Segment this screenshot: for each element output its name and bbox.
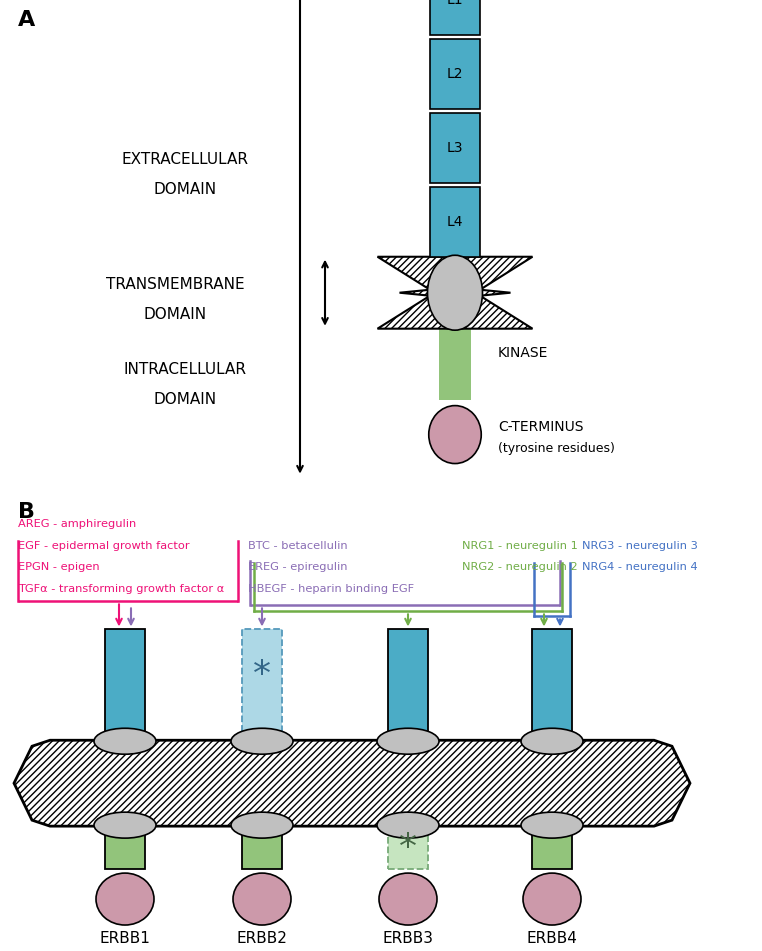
- Text: TGFα - transforming growth factor α: TGFα - transforming growth factor α: [18, 584, 224, 594]
- Ellipse shape: [379, 873, 437, 925]
- Text: NRG3 - neuregulin 3: NRG3 - neuregulin 3: [582, 541, 698, 552]
- Polygon shape: [377, 257, 533, 329]
- Text: L4: L4: [447, 215, 463, 229]
- Polygon shape: [14, 740, 690, 826]
- Text: EXTRACELLULAR: EXTRACELLULAR: [121, 152, 248, 167]
- Ellipse shape: [429, 406, 482, 463]
- Text: EGF - epidermal growth factor: EGF - epidermal growth factor: [18, 541, 190, 551]
- Bar: [430, 39, 480, 109]
- Ellipse shape: [377, 728, 439, 754]
- Text: L3: L3: [447, 141, 463, 155]
- Ellipse shape: [94, 812, 156, 838]
- Ellipse shape: [96, 873, 154, 925]
- Ellipse shape: [521, 812, 583, 838]
- Bar: [532, 826, 572, 869]
- Text: DOMAIN: DOMAIN: [153, 392, 216, 407]
- Ellipse shape: [94, 728, 156, 754]
- Ellipse shape: [233, 873, 291, 925]
- Text: TRANSMEMBRANE: TRANSMEMBRANE: [106, 278, 245, 292]
- Text: AREG - amphiregulin: AREG - amphiregulin: [18, 519, 136, 530]
- Bar: [105, 630, 145, 740]
- Bar: [388, 826, 428, 869]
- Ellipse shape: [523, 873, 581, 925]
- Ellipse shape: [427, 255, 482, 330]
- Text: B: B: [18, 501, 35, 521]
- Text: C-TERMINUS: C-TERMINUS: [498, 419, 584, 434]
- Text: NRG2 - neuregulin 2: NRG2 - neuregulin 2: [462, 562, 578, 573]
- Text: ERBB1: ERBB1: [100, 930, 150, 945]
- Text: A: A: [18, 10, 35, 30]
- Ellipse shape: [521, 728, 583, 754]
- Bar: [439, 329, 471, 399]
- Text: *: *: [399, 830, 417, 864]
- Text: L1: L1: [447, 0, 463, 7]
- Bar: [430, 0, 480, 35]
- Bar: [105, 826, 145, 869]
- Text: NRG1 - neuregulin 1: NRG1 - neuregulin 1: [462, 541, 578, 552]
- Text: NRG4 - neuregulin 4: NRG4 - neuregulin 4: [582, 562, 698, 573]
- Text: BTC - betacellulin: BTC - betacellulin: [248, 541, 347, 551]
- Text: L2: L2: [447, 67, 463, 81]
- Bar: [242, 826, 282, 869]
- Text: (tyrosine residues): (tyrosine residues): [498, 442, 615, 456]
- Ellipse shape: [231, 812, 293, 838]
- Text: DOMAIN: DOMAIN: [143, 307, 207, 322]
- Bar: [532, 630, 572, 740]
- Text: ERBB4: ERBB4: [527, 930, 578, 945]
- Text: INTRACELLULAR: INTRACELLULAR: [123, 362, 246, 378]
- Bar: [430, 186, 480, 257]
- Text: KINASE: KINASE: [498, 345, 549, 359]
- Bar: [430, 113, 480, 183]
- Text: HBEGF - heparin binding EGF: HBEGF - heparin binding EGF: [248, 584, 414, 594]
- Text: *: *: [253, 658, 271, 691]
- Ellipse shape: [231, 728, 293, 754]
- Bar: [388, 630, 428, 740]
- Bar: [242, 630, 282, 740]
- Text: ERBB3: ERBB3: [383, 930, 434, 945]
- Text: EPGN - epigen: EPGN - epigen: [18, 562, 100, 573]
- Ellipse shape: [377, 812, 439, 838]
- Text: ERBB2: ERBB2: [236, 930, 287, 945]
- Text: EREG - epiregulin: EREG - epiregulin: [248, 562, 347, 573]
- Text: DOMAIN: DOMAIN: [153, 183, 216, 197]
